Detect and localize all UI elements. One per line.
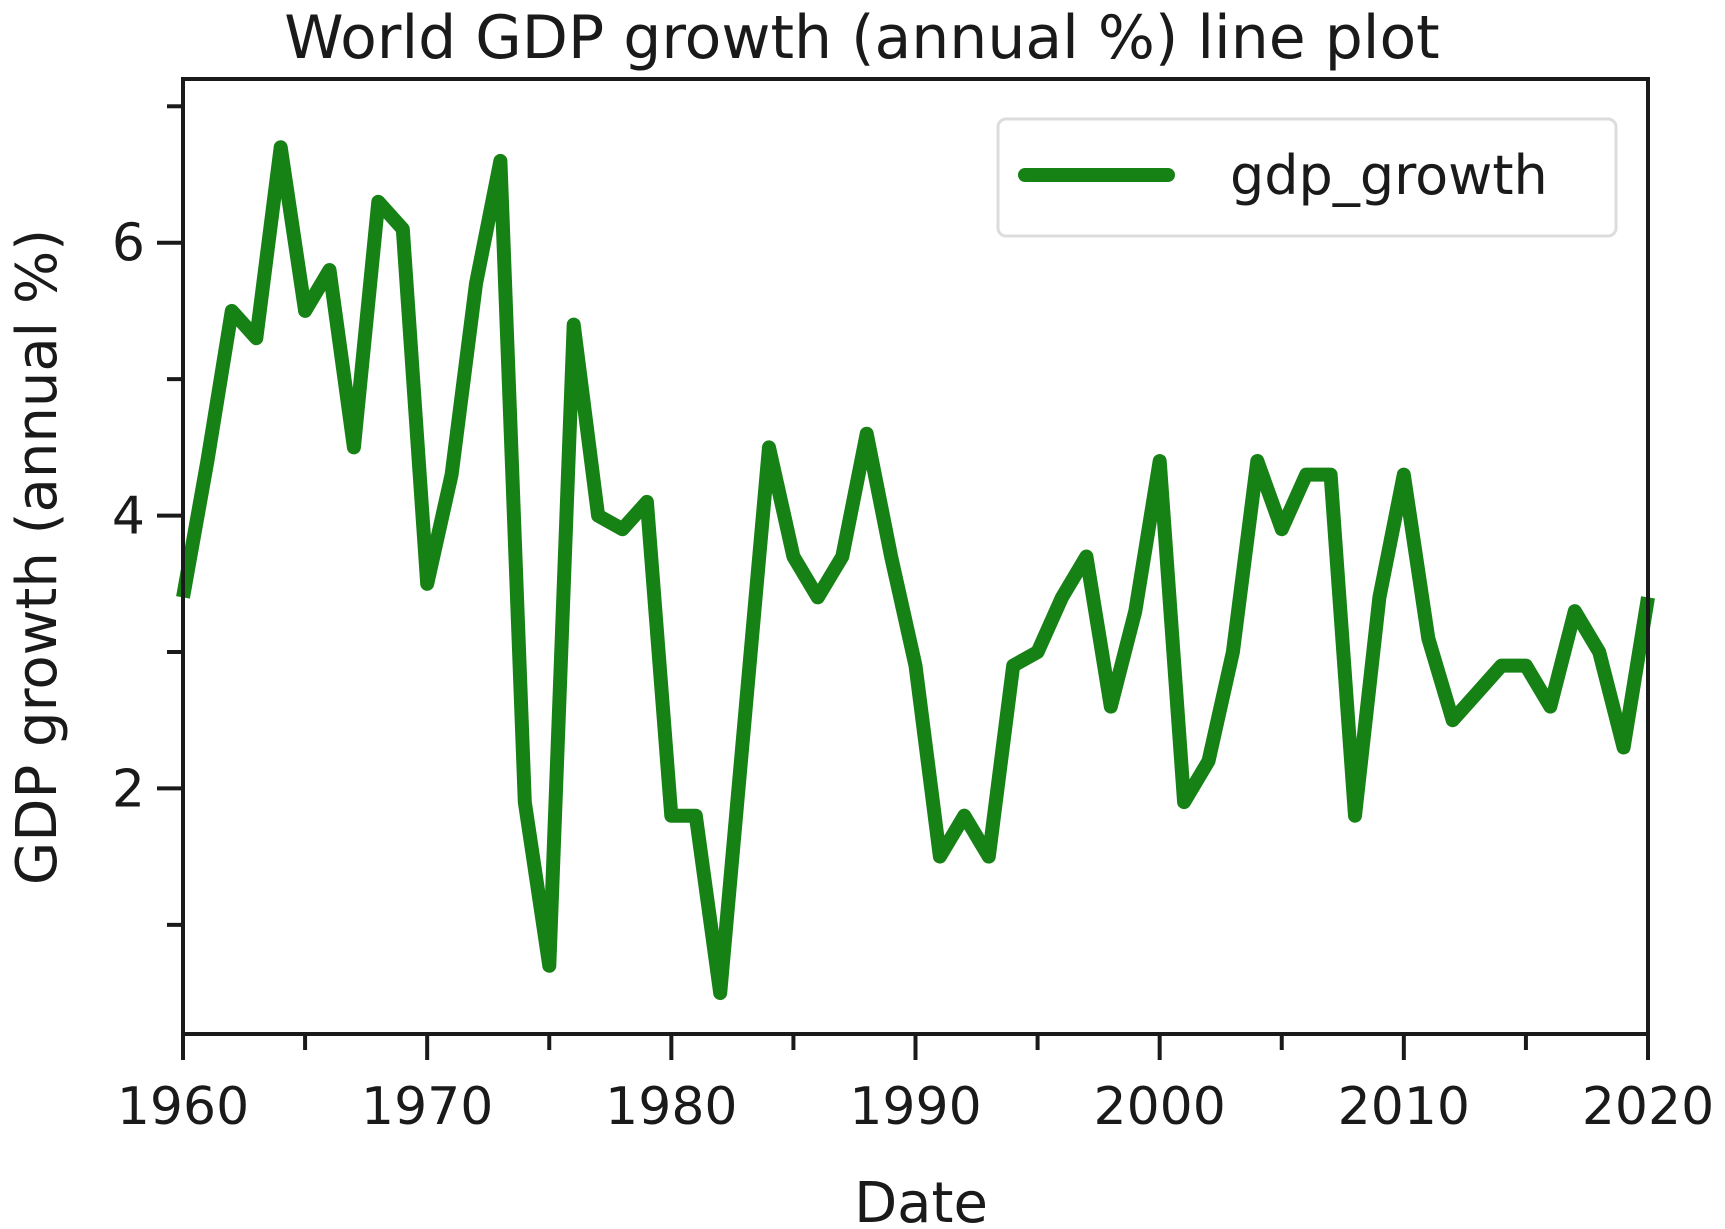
x-tick-label: 1970 — [361, 1077, 493, 1137]
y-tick-label: 4 — [112, 487, 145, 547]
chart-title: World GDP growth (annual %) line plot — [284, 3, 1439, 73]
x-tick-label: 2000 — [1093, 1077, 1225, 1137]
x-tick-label: 1960 — [117, 1077, 249, 1137]
plot-area — [176, 140, 1655, 1001]
x-tick-label: 2020 — [1582, 1077, 1714, 1137]
series-line-gdp-growth — [176, 140, 1655, 1001]
x-tick-label: 1980 — [605, 1077, 737, 1137]
x-tick-label: 1990 — [849, 1077, 981, 1137]
x-axis-label: Date — [854, 1171, 988, 1229]
y-tick-label: 6 — [112, 214, 145, 274]
legend-box — [996, 117, 1618, 238]
legend-label-gdp-growth: gdp_growth — [1230, 144, 1548, 207]
axis-ticks: 1960 1970 1980 1990 2000 2010 2020 2 4 6 — [112, 104, 1714, 1137]
x-tick-label: 2010 — [1338, 1077, 1470, 1137]
y-axis-label: GDP growth (annual %) — [5, 229, 70, 885]
y-tick-label: 2 — [112, 759, 145, 819]
legend: gdp_growth — [996, 117, 1618, 238]
